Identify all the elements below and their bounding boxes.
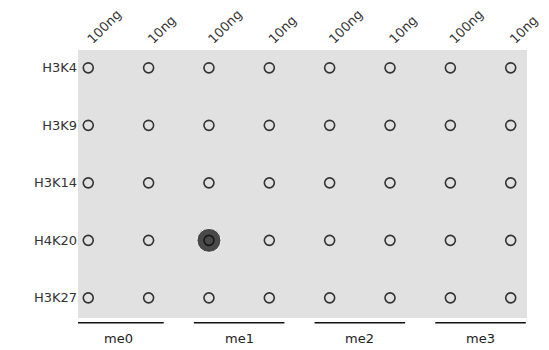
svg-text:me1: me1 [225, 331, 254, 346]
svg-text:10ng: 10ng [145, 13, 179, 47]
svg-text:H3K14: H3K14 [34, 175, 77, 190]
svg-text:100ng: 100ng [205, 7, 245, 47]
svg-text:10ng: 10ng [265, 13, 299, 47]
svg-text:me2: me2 [345, 331, 374, 346]
svg-text:100ng: 100ng [326, 7, 366, 47]
svg-text:10ng: 10ng [386, 13, 420, 47]
svg-text:H3K9: H3K9 [42, 118, 77, 133]
svg-text:10ng: 10ng [507, 13, 541, 47]
svg-text:me0: me0 [104, 331, 133, 346]
svg-text:H3K4: H3K4 [42, 60, 77, 75]
svg-text:H4K20: H4K20 [34, 233, 77, 248]
svg-text:100ng: 100ng [446, 7, 486, 47]
svg-text:H3K27: H3K27 [34, 290, 77, 305]
svg-text:me3: me3 [466, 331, 495, 346]
svg-text:100ng: 100ng [84, 7, 124, 47]
